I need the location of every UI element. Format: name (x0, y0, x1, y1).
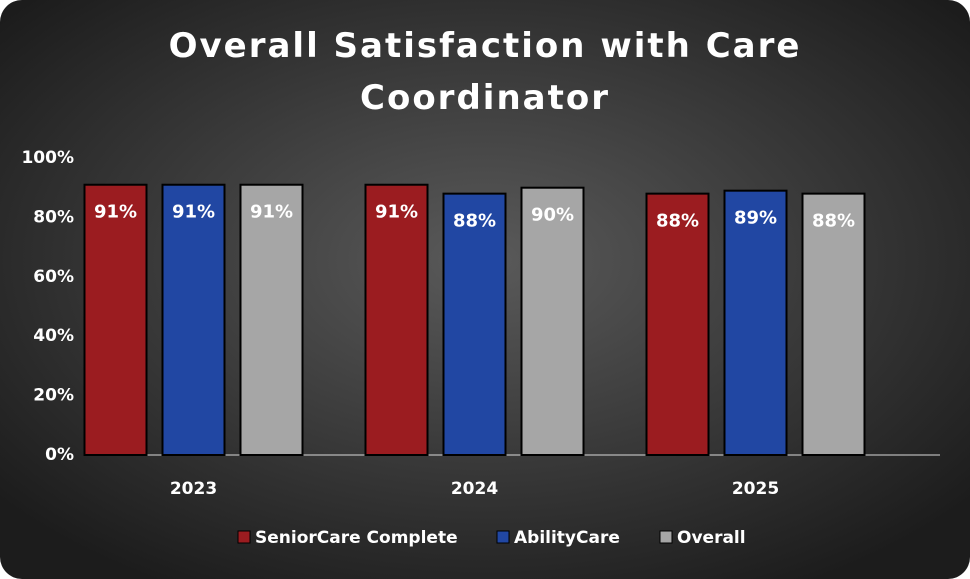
y-tick-label: 40% (33, 326, 74, 346)
bar (239, 183, 304, 456)
data-label: 88% (812, 211, 855, 232)
data-label: 90% (531, 205, 574, 226)
y-tick-label: 0% (45, 445, 74, 465)
bar (520, 186, 585, 456)
legend-swatch (496, 530, 510, 544)
data-label: 91% (94, 202, 137, 223)
legend-swatch (659, 530, 673, 544)
bar (83, 183, 148, 456)
y-tick-label: 100% (21, 148, 74, 168)
data-label: 88% (656, 211, 699, 232)
bar (442, 192, 507, 456)
x-tick-label: 2025 (732, 479, 779, 499)
x-tick-label: 2023 (170, 479, 217, 499)
bar (364, 183, 429, 456)
bar (161, 183, 226, 456)
data-label: 91% (172, 202, 215, 223)
data-label: 89% (734, 208, 777, 229)
bar (723, 189, 788, 456)
chart-title: Overall Satisfaction with Care Coordinat… (168, 26, 802, 118)
y-tick-label: 60% (33, 267, 74, 287)
y-tick-label: 20% (33, 386, 74, 406)
legend-swatch (237, 530, 251, 544)
data-label: 88% (453, 211, 496, 232)
data-label: 91% (375, 202, 418, 223)
y-tick-label: 80% (33, 207, 74, 227)
bar (801, 192, 866, 456)
legend-label: SeniorCare Complete (255, 528, 458, 548)
bar (645, 192, 710, 456)
x-tick-label: 2024 (451, 479, 498, 499)
legend-label: Overall (677, 528, 746, 548)
data-label: 91% (250, 202, 293, 223)
legend-label: AbilityCare (514, 528, 620, 548)
